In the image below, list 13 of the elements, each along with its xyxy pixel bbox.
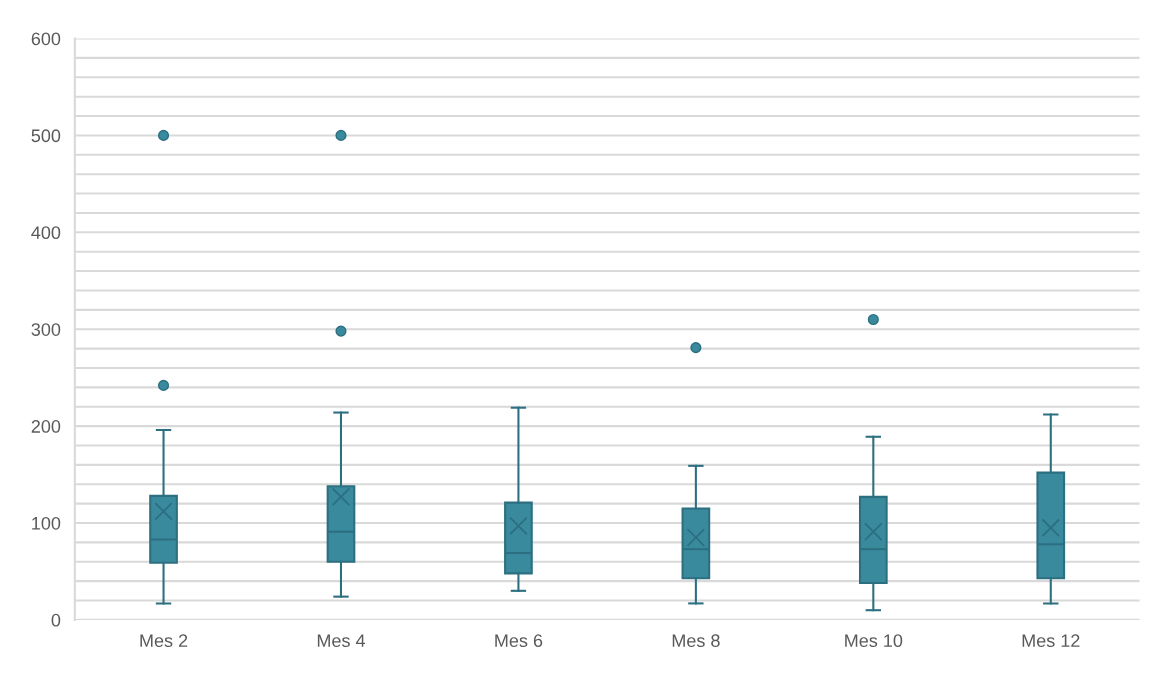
x-tick-label: Mes 12 [1022,634,1080,648]
y-tick-label: 100 [32,516,61,530]
y-tick-label: 200 [31,420,61,433]
y-tick-label: 600 [31,32,61,46]
x-tick-label: Mes 10 [845,634,903,648]
x-tick-label: Mes 6 [495,634,543,648]
x-tick-label: Mes 8 [672,634,720,648]
y-tick-label: 500 [31,129,61,143]
x-tick-label: Mes 4 [317,634,366,648]
y-tick-label: 400 [31,226,61,240]
y-tick-label: 300 [31,323,61,336]
x-tick-label: Mes 2 [140,634,188,648]
y-tick-label: 0 [51,613,61,627]
